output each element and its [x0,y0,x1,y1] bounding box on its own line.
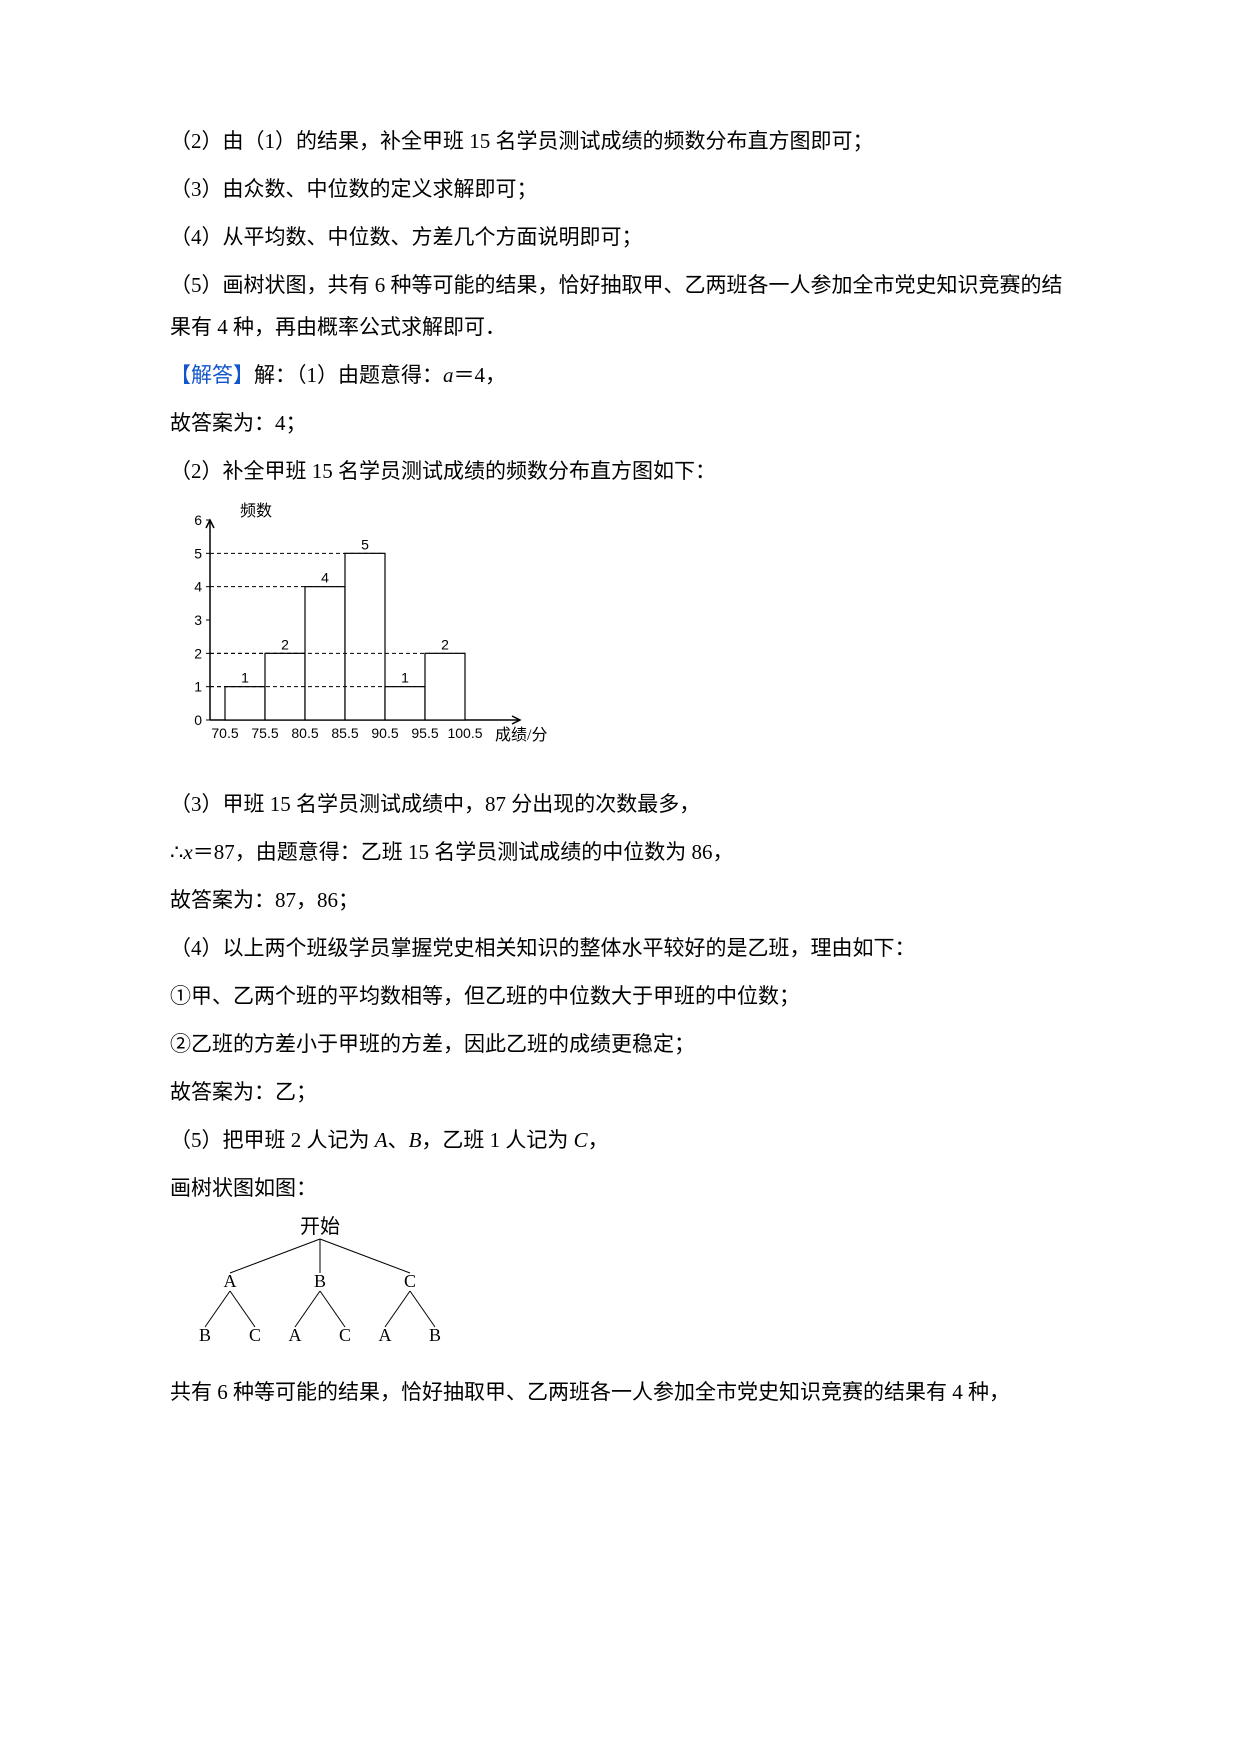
para-answer-1: 故答案为：4； [170,402,1070,444]
para-12: ①甲、乙两个班的平均数相等，但乙班的中位数大于甲班的中位数； [170,975,1070,1017]
svg-text:3: 3 [194,612,202,628]
para-17: 共有 6 种等可能的结果，恰好抽取甲、乙两班各一人参加全市党史知识竞赛的结果有 … [170,1371,1070,1413]
para-7: （2）补全甲班 15 名学员测试成绩的频数分布直方图如下： [170,450,1070,492]
para-5: （5）画树状图，共有 6 种等可能的结果，恰好抽取甲、乙两班各一人参加全市党史知… [170,264,1070,348]
svg-text:90.5: 90.5 [371,725,398,741]
svg-text:2: 2 [194,645,202,661]
var-x: x [183,840,192,864]
svg-text:A: A [289,1325,302,1345]
tree-diagram: 开始 A B C B A C C A B [170,1215,1070,1365]
svg-text:6: 6 [194,512,202,528]
svg-text:85.5: 85.5 [331,725,358,741]
svg-text:A: A [224,1271,237,1291]
svg-text:频数: 频数 [240,502,272,520]
tree-svg: 开始 A B C B A C C A B [170,1215,470,1360]
var-a: a [443,363,454,387]
svg-text:4: 4 [194,579,202,595]
para-answer-3: 故答案为：乙； [170,1071,1070,1113]
para-9: ∴x＝87，由题意得：乙班 15 名学员测试成绩的中位数为 86， [170,831,1070,873]
svg-text:C: C [249,1325,261,1345]
svg-text:C: C [404,1271,416,1291]
p15-mid: 、 [388,1128,409,1152]
svg-text:A: A [379,1325,392,1345]
para-2: （2）由（1）的结果，补全甲班 15 名学员测试成绩的频数分布直方图即可； [170,120,1070,162]
solution-label: 【解答】 [170,363,254,387]
var-C: C [574,1128,588,1152]
svg-text:2: 2 [441,636,449,652]
svg-text:75.5: 75.5 [251,725,278,741]
svg-text:4: 4 [321,570,329,586]
svg-text:70.5: 70.5 [211,725,238,741]
para-8: （3）甲班 15 名学员测试成绩中，87 分出现的次数最多， [170,783,1070,825]
svg-text:5: 5 [194,545,202,561]
therefore: ∴ [170,840,183,864]
var-B: B [409,1128,422,1152]
svg-text:C: C [339,1325,351,1345]
p15-after: ， [588,1128,609,1152]
var-A: A [375,1128,388,1152]
svg-text:1: 1 [241,670,249,686]
para-solution-1: 【解答】解：（1）由题意得：a＝4， [170,354,1070,396]
svg-text:B: B [314,1271,326,1291]
para-16: 画树状图如图： [170,1167,1070,1209]
svg-text:成绩/分: 成绩/分 [495,726,547,744]
p15-mid2: ，乙班 1 人记为 [421,1128,573,1152]
para-15: （5）把甲班 2 人记为 A、B，乙班 1 人记为 C， [170,1119,1070,1161]
p15-prefix: （5）把甲班 2 人记为 [170,1128,375,1152]
svg-text:B: B [199,1325,211,1345]
para-13: ②乙班的方差小于甲班的方差，因此乙班的成绩更稳定； [170,1023,1070,1065]
solution-text: 解：（1）由题意得： [254,363,443,387]
svg-text:1: 1 [401,670,409,686]
svg-text:95.5: 95.5 [411,725,438,741]
svg-text:5: 5 [361,536,369,552]
solution-after: ＝4， [454,363,507,387]
para-3: （3）由众数、中位数的定义求解即可； [170,168,1070,210]
svg-text:2: 2 [281,636,289,652]
para-11: （4）以上两个班级学员掌握党史相关知识的整体水平较好的是乙班，理由如下： [170,927,1070,969]
page-content: （2）由（1）的结果，补全甲班 15 名学员测试成绩的频数分布直方图即可； （3… [170,120,1070,1413]
para-4: （4）从平均数、中位数、方差几个方面说明即可； [170,216,1070,258]
svg-text:B: B [429,1325,441,1345]
svg-text:开始: 开始 [300,1215,340,1238]
para-answer-2: 故答案为：87，86； [170,879,1070,921]
histogram-svg: 频数 0 1 2 3 4 5 6 1 2 4 5 1 2 70.5 75.5 80.5 85.5 90.5 95.5 1… [170,500,600,770]
para-9-after: ＝87，由题意得：乙班 15 名学员测试成绩的中位数为 86， [193,840,734,864]
svg-text:80.5: 80.5 [291,725,318,741]
svg-text:1: 1 [194,679,202,695]
histogram-chart: 频数 0 1 2 3 4 5 6 1 2 4 5 1 2 70.5 75.5 80.5 85.5 90.5 95.5 1… [170,500,1070,775]
svg-text:0: 0 [194,712,202,728]
svg-text:100.5: 100.5 [447,725,482,741]
